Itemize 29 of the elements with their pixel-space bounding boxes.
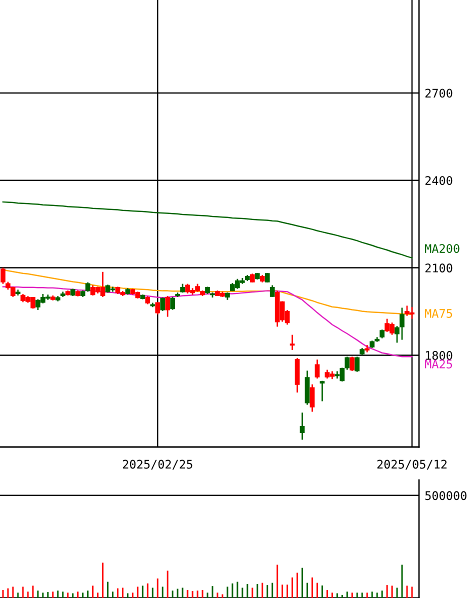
y-tick-label: 2400: [425, 176, 452, 186]
candlestick: [394, 325, 400, 344]
y-tick-label: 1800: [426, 350, 452, 360]
candlestick: [264, 272, 270, 284]
series-label: MA200: [425, 244, 460, 254]
candlestick: [354, 356, 360, 373]
candlestick: [290, 334, 295, 351]
y-tick-label: 2100: [425, 264, 452, 272]
line-series: [2, 201, 413, 259]
candlestick: [165, 295, 170, 318]
series-label: MA25: [425, 360, 452, 368]
candlestick: [270, 284, 275, 298]
line-series: [2, 286, 413, 358]
candlestick: [85, 282, 90, 292]
candlestick: [310, 384, 315, 412]
series-label: MA75: [425, 309, 452, 318]
candlestick: [314, 358, 320, 380]
candlestick: [320, 380, 325, 402]
x-tick-label: 2025/05/12: [377, 460, 447, 470]
candlestick: [160, 296, 166, 312]
candlestick: [0, 267, 6, 285]
x-tick-label: 2025/02/25: [122, 460, 192, 470]
y-tick-label: 2700: [425, 88, 452, 98]
candlestick: [300, 412, 305, 440]
candlestick: [170, 296, 176, 310]
y-tick-label: 500000: [425, 491, 466, 500]
candlestick: [350, 356, 355, 372]
candlestick: [400, 307, 404, 340]
candlestick: [155, 301, 160, 316]
